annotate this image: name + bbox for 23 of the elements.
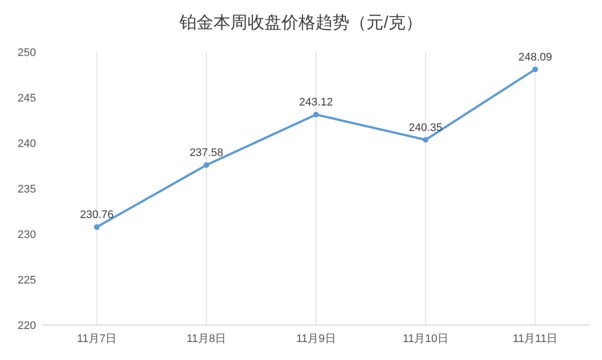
point [422,137,428,143]
data-label: 248.09 [518,51,552,64]
point [94,224,100,230]
x-tick-label: 11月8日 [186,333,226,345]
point [532,66,538,72]
y-tick-label: 240 [18,138,36,150]
y-tick-label: 230 [18,229,36,241]
x-tick-label: 11月9日 [296,333,336,345]
y-tick-label: 220 [18,320,36,332]
x-tick-label: 11月11日 [512,333,558,345]
point [313,112,319,118]
data-label: 243.12 [299,96,333,109]
y-tick-label: 245 [18,92,36,104]
y-tick-label: 235 [18,184,36,196]
x-tick-label: 11月10日 [402,333,448,345]
point [204,162,210,168]
y-tick-label: 225 [18,274,36,286]
chart-title: 铂金本周收盘价格趋势（元/克） [178,13,422,32]
data-label: 230.76 [80,209,114,222]
data-label: 240.35 [408,122,442,134]
y-tick-label: 250 [18,47,36,59]
x-tick-label: 11月7日 [77,333,117,345]
data-label: 237.58 [190,147,224,160]
